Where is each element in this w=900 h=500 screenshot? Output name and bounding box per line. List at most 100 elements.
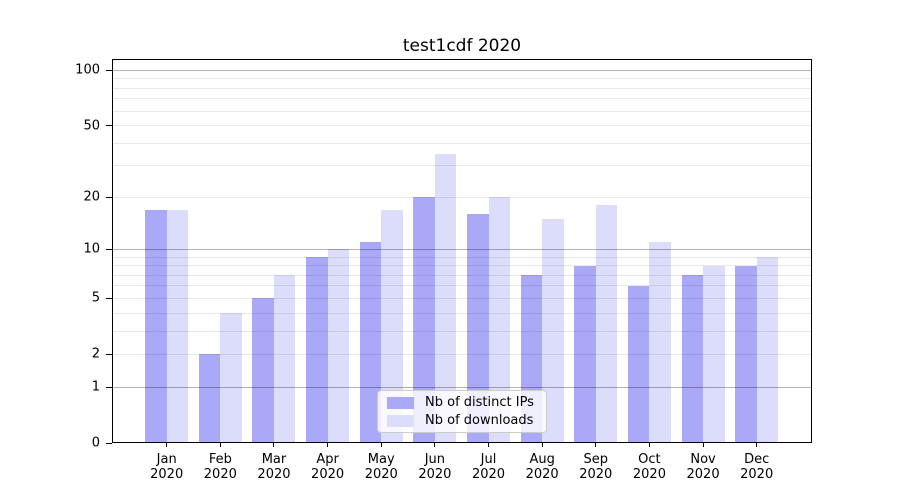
- x-tick-year: 2020: [632, 467, 666, 482]
- x-tick-month: Nov: [690, 452, 716, 467]
- bar-downloads-sep: [595, 205, 618, 443]
- gridline-minor: [113, 297, 811, 299]
- x-tick-mark: [702, 443, 704, 447]
- x-tick-year: 2020: [740, 467, 774, 482]
- x-tick-label-dec: Dec 2020: [725, 452, 789, 482]
- x-tick-year: 2020: [471, 467, 506, 482]
- bar-downloads-jul: [488, 197, 511, 443]
- bar-ips-jul: [467, 214, 489, 443]
- y-tick-label: 10: [83, 241, 100, 257]
- gridline-minor: [113, 285, 811, 287]
- x-tick-label-feb: Feb 2020: [188, 452, 252, 482]
- gridline-minor: [113, 312, 811, 314]
- legend-label-downloads: Nb of downloads: [425, 412, 534, 428]
- y-tick-label: 20: [83, 189, 100, 205]
- bar-ips-oct: [627, 285, 650, 443]
- gridline-minor: [113, 98, 811, 100]
- bar-ips-sep: [574, 265, 596, 443]
- y-tick-mark: [106, 69, 112, 71]
- y-tick-mark: [106, 196, 112, 198]
- gridline-minor: [113, 125, 811, 127]
- legend-item-distinct-ips: Nb of distinct IPs: [387, 394, 537, 410]
- x-tick-year: 2020: [150, 467, 184, 482]
- x-tick-mark: [380, 443, 382, 447]
- x-tick-mark: [541, 443, 543, 447]
- bar-ips-nov: [681, 275, 704, 443]
- y-tick-mark: [106, 353, 112, 355]
- bar-downloads-dec: [756, 257, 779, 443]
- chart-title: test1cdf 2020: [402, 36, 522, 56]
- legend-swatch-distinct-ips: [387, 396, 414, 409]
- y-tick-mark: [106, 125, 112, 127]
- x-tick-month: Apr: [316, 452, 339, 467]
- legend-label-distinct-ips: Nb of distinct IPs: [425, 394, 534, 410]
- y-tick-label: 0: [91, 435, 100, 451]
- y-tick-label: 100: [75, 62, 100, 78]
- x-tick-label-apr: Apr 2020: [296, 452, 360, 482]
- x-tick-mark: [166, 443, 168, 447]
- x-tick-month: May: [367, 452, 395, 467]
- bar-ips-jun: [413, 197, 435, 443]
- x-tick-month: Sep: [583, 452, 609, 467]
- gridline-minor: [113, 265, 811, 267]
- plot-area: [112, 59, 812, 443]
- x-tick-month: Jul: [480, 452, 497, 467]
- x-tick-mark: [273, 443, 275, 447]
- x-tick-year: 2020: [364, 467, 398, 482]
- bar-downloads-may: [381, 209, 403, 443]
- bar-ips-dec: [735, 265, 757, 443]
- gridline-minor: [113, 142, 811, 144]
- bar-downloads-apr: [327, 249, 350, 443]
- x-tick-label-oct: Oct 2020: [617, 452, 681, 482]
- gridline-minor: [113, 78, 811, 80]
- gridline-major: [113, 386, 811, 388]
- y-tick-label: 5: [91, 290, 100, 306]
- x-tick-label-jan: Jan 2020: [135, 452, 199, 482]
- gridline-minor: [113, 87, 811, 89]
- x-tick-label-sep: Sep 2020: [564, 452, 628, 482]
- x-tick-label-aug: Aug 2020: [510, 452, 574, 482]
- x-tick-month: Jan: [156, 452, 177, 467]
- gridline-minor: [113, 353, 811, 355]
- x-tick-label-may: May 2020: [349, 452, 413, 482]
- y-tick-label: 50: [83, 118, 100, 134]
- x-tick-mark: [327, 443, 329, 447]
- bar-ips-may: [359, 242, 382, 443]
- gridline-minor: [113, 274, 811, 276]
- x-tick-month: Dec: [744, 452, 770, 467]
- x-tick-mark: [756, 443, 758, 447]
- gridline-minor: [113, 165, 811, 167]
- y-tick-label: 2: [91, 346, 100, 362]
- x-tick-month: Mar: [261, 452, 287, 467]
- gridline-minor: [113, 110, 811, 112]
- bar-downloads-jan: [166, 209, 189, 443]
- x-tick-month: Jun: [424, 452, 446, 467]
- bar-downloads-mar: [273, 275, 296, 443]
- x-tick-label-jul: Jul 2020: [457, 452, 521, 482]
- x-tick-month: Feb: [208, 452, 232, 467]
- x-tick-label-nov: Nov 2020: [671, 452, 735, 482]
- x-tick-month: Oct: [638, 452, 661, 467]
- x-tick-mark: [648, 443, 650, 447]
- x-tick-year: 2020: [203, 467, 237, 482]
- x-tick-year: 2020: [525, 467, 559, 482]
- bar-ips-apr: [306, 257, 328, 443]
- legend-swatch-downloads: [387, 414, 414, 427]
- x-tick-mark: [219, 443, 221, 447]
- gridline-minor: [113, 256, 811, 258]
- bar-downloads-feb: [220, 313, 242, 443]
- x-tick-month: Aug: [529, 452, 555, 467]
- x-tick-year: 2020: [311, 467, 345, 482]
- x-tick-mark: [488, 443, 490, 447]
- gridline-major: [113, 69, 811, 71]
- x-tick-label-jun: Jun 2020: [403, 452, 467, 482]
- gridline-minor: [113, 330, 811, 332]
- bar-downloads-aug: [542, 219, 564, 443]
- x-tick-year: 2020: [257, 467, 291, 482]
- x-tick-year: 2020: [579, 467, 613, 482]
- bar-ips-mar: [252, 298, 274, 443]
- bar-ips-feb: [198, 354, 221, 443]
- bar-ips-jan: [145, 209, 167, 443]
- y-tick-mark: [106, 248, 112, 250]
